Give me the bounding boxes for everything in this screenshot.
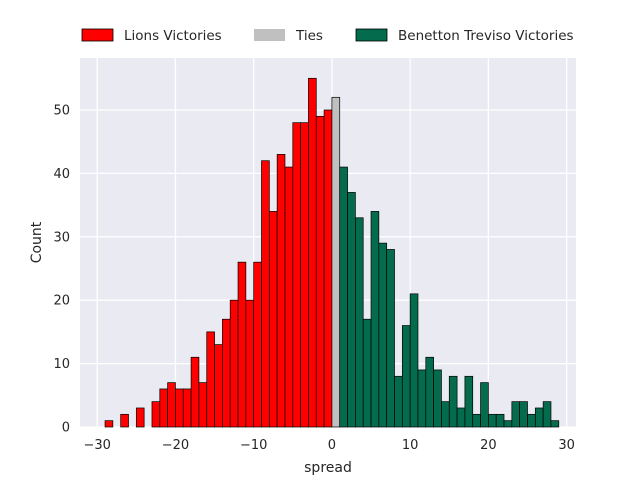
- histogram-bar: [456, 407, 466, 428]
- y-axis-ticks: 0 10 20 30 40 50: [53, 103, 70, 435]
- x-tick-label: −20: [162, 438, 189, 453]
- histogram-bar: [222, 318, 231, 428]
- histogram-bar: [104, 420, 114, 428]
- y-tick-label: 20: [53, 294, 70, 309]
- histogram-bar: [448, 375, 458, 428]
- y-tick-label: 40: [53, 167, 70, 182]
- x-tick-label: 20: [480, 438, 497, 453]
- histogram-bar: [534, 407, 544, 428]
- y-tick-label: 0: [62, 421, 70, 436]
- histogram-bar: [268, 211, 278, 428]
- y-tick-label: 10: [53, 357, 70, 372]
- histogram-bar: [339, 166, 348, 428]
- histogram-bar: [378, 242, 388, 428]
- legend-label: Lions Victories: [124, 28, 222, 44]
- histogram-bar: [495, 413, 505, 428]
- histogram-bar: [370, 211, 380, 428]
- histogram-bar: [550, 420, 560, 428]
- histogram-bar: [135, 407, 145, 428]
- histogram-bar: [159, 388, 168, 428]
- legend-label: Ties: [295, 28, 323, 44]
- x-axis-label: spread: [304, 460, 352, 476]
- histogram-bar: [488, 413, 497, 428]
- histogram-bar: [245, 299, 255, 428]
- x-tick-label: 0: [328, 438, 336, 453]
- legend-label: Benetton Treviso Victories: [398, 28, 574, 44]
- histogram-bar: [237, 261, 247, 428]
- histogram-bar: [284, 166, 294, 428]
- x-tick-label: 10: [402, 438, 419, 453]
- histogram-bar: [355, 217, 364, 428]
- legend-swatch: [355, 28, 388, 42]
- histogram-bar: [511, 401, 521, 428]
- x-tick-label: −10: [240, 438, 267, 453]
- histogram-bar: [386, 249, 395, 428]
- histogram-bar: [441, 401, 450, 428]
- y-axis-label: Count: [29, 221, 45, 263]
- histogram-bar: [276, 154, 286, 428]
- histogram-bar: [190, 356, 200, 428]
- legend-swatch: [81, 28, 114, 42]
- histogram-bar: [229, 299, 239, 428]
- x-axis-ticks: −30 −20 −10 0 10 20 30: [83, 438, 574, 453]
- x-tick-label: −30: [83, 438, 110, 453]
- histogram-bar: [315, 115, 325, 428]
- histogram-bar: [519, 401, 528, 428]
- x-tick-label: 30: [558, 438, 575, 453]
- histogram-bar: [323, 109, 333, 428]
- histogram-bar: [167, 382, 176, 428]
- histogram-bar: [331, 96, 341, 428]
- legend: Lions Victories Ties Benetton Treviso Vict…: [81, 28, 574, 44]
- histogram-bar: [464, 375, 474, 428]
- y-tick-label: 50: [53, 103, 70, 118]
- histogram-bar: [480, 382, 489, 428]
- histogram-bar: [401, 325, 411, 428]
- histogram-bar: [151, 401, 161, 428]
- histogram-bar: [292, 122, 301, 428]
- histogram-bar: [120, 413, 129, 428]
- histogram-bar: [527, 413, 536, 428]
- histogram-bar: [206, 331, 215, 428]
- histogram-bar: [433, 369, 442, 428]
- histogram-bar: [182, 388, 192, 428]
- histogram-bar: [425, 356, 434, 428]
- y-tick-label: 30: [53, 230, 70, 245]
- bars: [104, 77, 560, 428]
- histogram-bar: [300, 122, 309, 428]
- histogram-bar: [308, 77, 317, 428]
- legend-swatch: [254, 29, 285, 41]
- histogram-bar: [253, 261, 262, 428]
- histogram-bar: [409, 293, 419, 428]
- histogram-bar: [347, 192, 356, 428]
- histogram-bar: [394, 375, 403, 428]
- histogram-bar: [175, 388, 184, 428]
- histogram-bar: [472, 413, 481, 428]
- histogram-bar: [261, 160, 270, 428]
- histogram-bar: [542, 401, 552, 428]
- histogram-bar: [214, 344, 223, 428]
- histogram-bar: [417, 369, 427, 428]
- histogram-bar: [503, 420, 513, 428]
- histogram-bar: [362, 318, 372, 428]
- histogram-bar: [198, 382, 208, 428]
